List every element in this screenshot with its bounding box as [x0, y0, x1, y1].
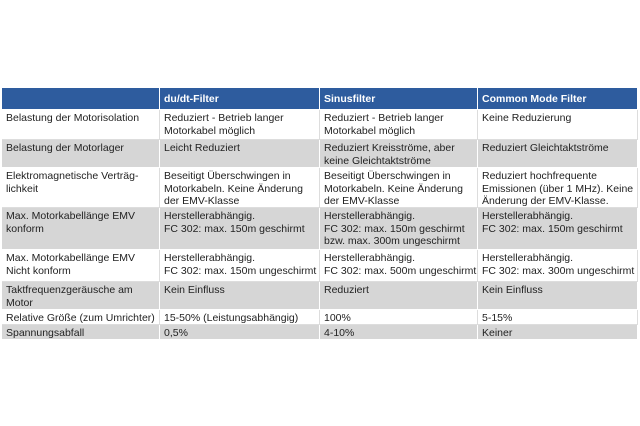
row-label: Relative Größe (zum Umrichter) — [2, 310, 160, 325]
table-cell: Reduziert - Betrieb langer Motorkabel mög… — [320, 110, 478, 140]
cell-text: Belastung der Motorlager — [6, 142, 124, 154]
table-cell: Herstellerabhängig. FC 302: max. 150m ges… — [160, 208, 320, 250]
cell-text: der EMV-Klasse — [324, 195, 400, 207]
cell-text: Herstellerabhängig. — [482, 210, 574, 222]
cell-text: Motorkabel möglich — [324, 124, 416, 137]
table-cell: 4-10% — [320, 325, 478, 340]
row-label: Max. Motorkabellänge EMV Nicht konform — [2, 250, 160, 282]
cell-text: Herstellerabhängig. — [164, 210, 256, 222]
cell-text: 100% — [324, 312, 351, 324]
table-cell: Reduziert — [320, 282, 478, 310]
header-cell — [2, 88, 160, 110]
table-cell: Beseitigt Überschwingen in Motorkabeln. K… — [160, 168, 320, 208]
cell-text: 0,5% — [164, 327, 188, 339]
cell-text: 15-50% (Leistungsabhängig) — [164, 312, 299, 324]
cell-text: 4-10% — [324, 327, 355, 339]
row-label: Belastung der Motorlager — [2, 140, 160, 168]
cell-text: Motor — [6, 296, 33, 309]
cell-text: FC 302: max. 500m ungeschirmt — [324, 264, 477, 277]
row-label: Taktfrequenzgeräusche am Motor — [2, 282, 160, 310]
cell-text: Beseitigt Überschwingen in — [324, 170, 451, 182]
cell-text: Kein Einfluss — [482, 284, 543, 296]
table-cell: 5-15% — [478, 310, 638, 325]
cell-text: FC 302: max. 150m ungeschirmt — [164, 264, 317, 277]
table-cell: 15-50% (Leistungsabhängig) — [160, 310, 320, 325]
table-cell: Herstellerabhängig. FC 302: max. 500m ung… — [320, 250, 478, 282]
cell-text: Max. Motorkabellänge EMV — [6, 252, 135, 264]
row-label: Spannungsabfall — [2, 325, 160, 340]
cell-text: Herstellerabhängig. — [164, 252, 256, 264]
cell-text: FC 302: max. 300m ungeschirmt — [482, 264, 635, 277]
row-label: Belastung der Motorisolation — [2, 110, 160, 140]
cell-text: Beseitigt Überschwingen in — [164, 170, 291, 182]
table-cell: Herstellerabhängig. FC 302: max. 150m ges… — [478, 208, 638, 250]
cell-text: Reduziert - Betrieb langer — [324, 112, 444, 124]
cell-text: Keiner — [482, 327, 513, 339]
table-cell: Keiner — [478, 325, 638, 340]
cell-text: Reduziert hochfrequente — [482, 170, 597, 182]
header-cell: Common Mode Filter — [478, 88, 638, 110]
table-cell: 100% — [320, 310, 478, 325]
table-cell: Keine Reduzierung — [478, 110, 638, 140]
cell-text: FC 302: max. 150m geschirmt — [482, 222, 623, 235]
cell-text: Änderung der EMV-Klasse. — [482, 195, 609, 207]
table-cell: Herstellerabhängig. FC 302: max. 300m ung… — [478, 250, 638, 282]
cell-text: FC 302: max. 150m geschirmt — [324, 222, 465, 235]
cell-text: Taktfrequenzgeräusche am — [6, 284, 133, 296]
row-label: Max. Motorkabellänge EMV konform — [2, 208, 160, 250]
cell-text: konform — [6, 222, 44, 235]
cell-text: Motorkabeln. Keine Änderung — [164, 182, 303, 195]
table-cell: Reduziert hochfrequente Emissionen (über … — [478, 168, 638, 208]
cell-text: FC 302: max. 150m geschirmt — [164, 222, 305, 235]
cell-text: Reduziert Kreisströme, aber — [324, 142, 455, 154]
table-cell: 0,5% — [160, 325, 320, 340]
cell-text: Reduziert — [324, 284, 369, 296]
cell-text: Elektromagnetische Verträg- — [6, 170, 139, 182]
table-cell: Kein Einfluss — [478, 282, 638, 310]
cell-text: Max. Motorkabellänge EMV — [6, 210, 135, 222]
table-cell: Beseitigt Überschwingen in Motorkabeln. K… — [320, 168, 478, 208]
cell-text: Spannungsabfall — [6, 327, 85, 339]
cell-text: Herstellerabhängig. — [324, 210, 416, 222]
header-cell: du/dt-Filter — [160, 88, 320, 110]
cell-text: Motorkabeln. Keine Änderung — [324, 182, 463, 195]
cell-text: Herstellerabhängig. — [324, 252, 416, 264]
cell-text: lichkeit — [6, 182, 39, 195]
cell-text: Leicht Reduziert — [164, 142, 240, 154]
table-cell: Kein Einfluss — [160, 282, 320, 310]
cell-text: Keine Reduzierung — [482, 112, 572, 124]
cell-text: Kein Einfluss — [164, 284, 225, 296]
table-cell: Herstellerabhängig. FC 302: max. 150m ung… — [160, 250, 320, 282]
row-label: Elektromagnetische Verträg-lichkeit — [2, 168, 160, 208]
table-cell: Reduziert Gleichtaktströme — [478, 140, 638, 168]
cell-text: Emissionen (über 1 MHz). Keine — [482, 182, 634, 195]
cell-text: Reduziert - Betrieb langer — [164, 112, 284, 124]
table-cell: Leicht Reduziert — [160, 140, 320, 168]
cell-text: Reduziert Gleichtaktströme — [482, 142, 609, 154]
cell-text: Herstellerabhängig. — [482, 252, 574, 264]
cell-text: Belastung der Motorisolation — [6, 112, 140, 124]
cell-text: Motorkabel möglich — [164, 124, 256, 137]
cell-text: 5-15% — [482, 312, 513, 324]
cell-text: bzw. max. 300m ungeschirmt — [324, 235, 460, 247]
cell-text: Nicht konform — [6, 264, 71, 277]
table-cell: Reduziert Kreisströme, aber keine Gleicht… — [320, 140, 478, 168]
table-cell: Herstellerabhängig. FC 302: max. 150m ges… — [320, 208, 478, 250]
cell-text: keine Gleichtaktströme — [324, 154, 431, 167]
header-cell: Sinusfilter — [320, 88, 478, 110]
cell-text: der EMV-Klasse — [164, 195, 240, 207]
cell-text: Relative Größe (zum Umrichter) — [6, 312, 155, 324]
table-cell: Reduziert - Betrieb langer Motorkabel mög… — [160, 110, 320, 140]
